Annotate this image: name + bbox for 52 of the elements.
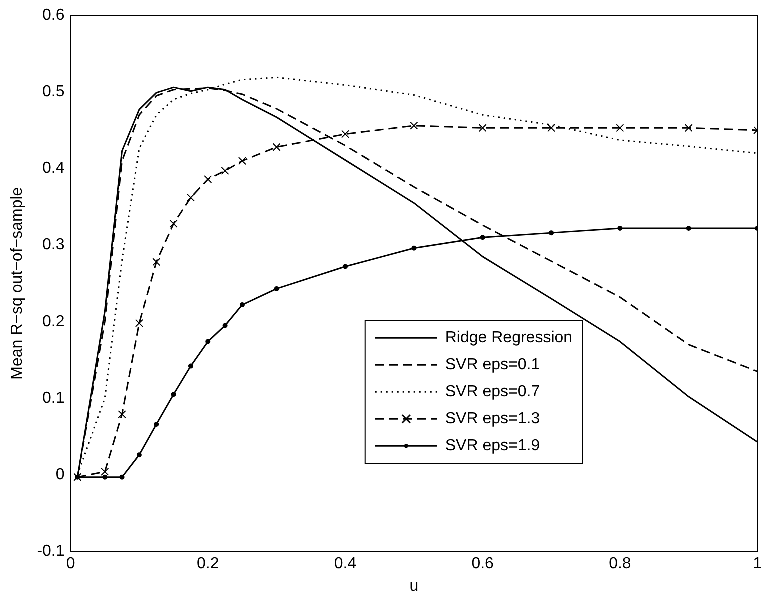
point bbox=[120, 474, 125, 480]
point bbox=[616, 124, 624, 132]
x-tick-label: 0.4 bbox=[334, 556, 357, 573]
y-tick-label: 0 bbox=[56, 466, 65, 484]
point bbox=[222, 323, 228, 328]
point bbox=[102, 474, 108, 480]
x-axis-title: u bbox=[410, 578, 419, 595]
point bbox=[186, 194, 195, 202]
x-tick-label: 0.8 bbox=[609, 556, 632, 573]
y-tick-label: 0.1 bbox=[42, 390, 65, 407]
point bbox=[549, 230, 554, 236]
point bbox=[238, 157, 246, 166]
y-axis-title: Mean R−sq out−of−sample bbox=[9, 187, 26, 380]
point bbox=[188, 364, 194, 369]
point bbox=[240, 302, 245, 308]
point bbox=[478, 124, 487, 132]
x-tick-label: 0.6 bbox=[472, 556, 494, 573]
y-tick-label: 0.3 bbox=[42, 236, 65, 254]
y-tick-label: 0.2 bbox=[42, 313, 65, 330]
point bbox=[341, 130, 350, 138]
point bbox=[118, 410, 126, 419]
legend-label: SVR eps=0.1 bbox=[445, 356, 540, 374]
point bbox=[274, 286, 280, 292]
point bbox=[154, 422, 160, 427]
y-tick-label: 0.4 bbox=[42, 160, 65, 178]
point bbox=[618, 226, 623, 231]
x-tick-label: 1 bbox=[753, 556, 762, 573]
legend-label: SVR eps=1.9 bbox=[445, 438, 540, 455]
point bbox=[686, 226, 692, 231]
point bbox=[342, 264, 348, 270]
point bbox=[206, 339, 211, 344]
point bbox=[204, 175, 212, 184]
legend-label: SVR eps=0.7 bbox=[445, 384, 540, 401]
point bbox=[410, 122, 418, 130]
point bbox=[135, 319, 144, 328]
legend-label: SVR eps=1.3 bbox=[445, 410, 540, 428]
point bbox=[136, 452, 142, 458]
point bbox=[171, 392, 176, 398]
point bbox=[684, 124, 693, 132]
point bbox=[480, 235, 486, 240]
y-tick-label: 0.5 bbox=[42, 84, 65, 101]
point bbox=[101, 468, 110, 476]
point bbox=[547, 124, 556, 132]
point bbox=[152, 258, 161, 266]
point bbox=[170, 220, 178, 228]
point bbox=[272, 143, 281, 152]
legend-label: Ridge Regression bbox=[445, 330, 573, 347]
x-tick-label: 0.2 bbox=[197, 556, 220, 573]
y-tick-label: -0.1 bbox=[37, 543, 65, 560]
y-tick-label: 0.6 bbox=[42, 7, 65, 24]
point bbox=[221, 167, 230, 176]
point bbox=[412, 246, 417, 251]
